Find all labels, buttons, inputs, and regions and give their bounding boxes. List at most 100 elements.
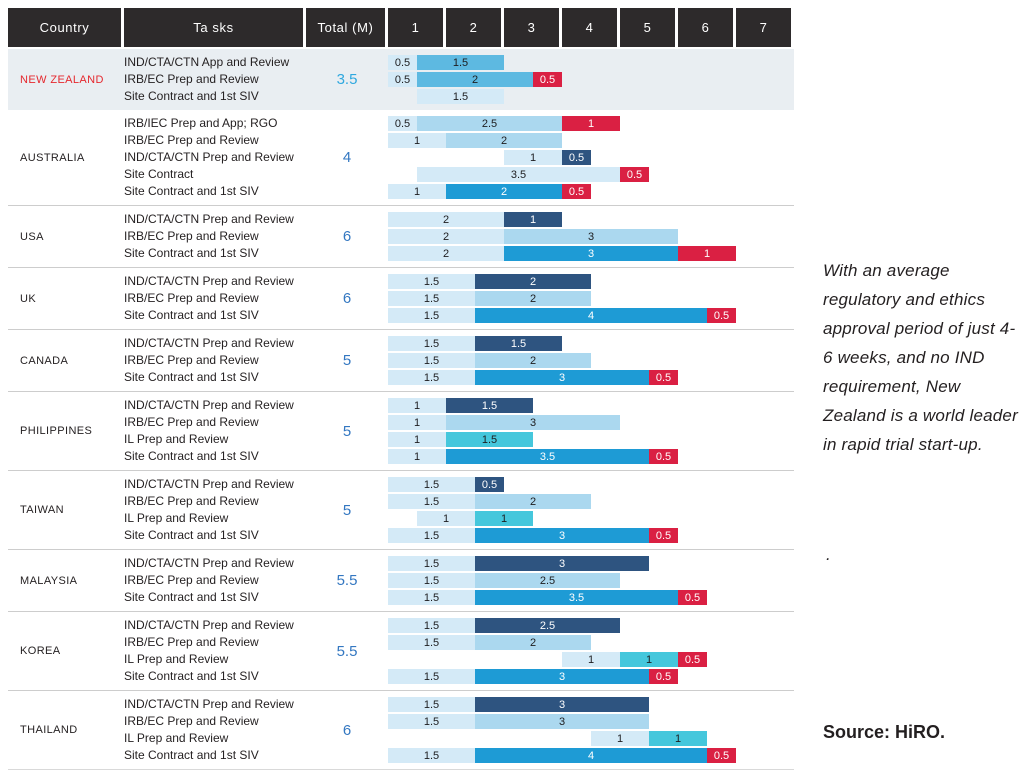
header-cell-month-7: 7 — [736, 8, 791, 47]
task-label: IND/CTA/CTN App and Review — [124, 55, 290, 69]
task-labels: IRB/IEC Prep and App; RGO IRB/EC Prep and… — [124, 115, 306, 200]
gantt-bar-segment: 0.5 — [533, 72, 562, 87]
bar-row: 1.5 3 — [388, 696, 794, 713]
bar-row: 1.5 2.5 — [388, 572, 794, 589]
country-row: USA IND/CTA/CTN Prep and Review IRB/EC Pre… — [8, 205, 794, 267]
task-label: IND/CTA/CTN Prep and Review — [124, 556, 294, 570]
gantt-chart: 1.5 3 1.5 2.5 1.5 3.5 0.5 — [388, 555, 794, 606]
task-label: IRB/EC Prep and Review — [124, 714, 259, 728]
gantt-chart: 1.5 3 1.5 3 1 1 1.5 4 0.5 — [388, 696, 794, 764]
gantt-bar-segment: 1.5 — [417, 89, 504, 104]
country-name: PHILIPPINES — [20, 425, 93, 437]
gantt-bar-segment: 1.5 — [388, 477, 475, 492]
country-name: TAIWAN — [20, 504, 64, 516]
gantt-bar-segment: 1 — [388, 449, 446, 464]
gantt-bar-segment: 1 — [620, 652, 678, 667]
header-cell-month-5: 5 — [620, 8, 675, 47]
gantt-bar-segment: 1.5 — [388, 669, 475, 684]
gantt-bar-segment: 0.5 — [649, 370, 678, 385]
task-label: Site Contract and 1st SIV — [124, 184, 259, 198]
gantt-bar-segment: 3 — [475, 528, 649, 543]
gantt-bar-segment: 1.5 — [388, 697, 475, 712]
gantt-bar-segment: 1.5 — [388, 748, 475, 763]
bar-row: 1.5 2 — [388, 290, 794, 307]
gantt-bar-segment: 3.5 — [446, 449, 649, 464]
task-label: IRB/EC Prep and Review — [124, 353, 259, 367]
bar-row: 1.5 2 — [388, 634, 794, 651]
task-label: Site Contract — [124, 167, 194, 181]
bar-row: 1.5 3.5 0.5 — [388, 589, 794, 606]
gantt-bar-segment: 1 — [417, 511, 475, 526]
bar-row: 1.5 4 0.5 — [388, 747, 794, 764]
table-header: Country Ta sks Total (M) 1 2 3 4 5 6 7 — [8, 8, 794, 47]
task-label: Site Contract and 1st SIV — [124, 528, 259, 542]
task-label: IL Prep and Review — [124, 511, 229, 525]
gantt-bar-segment: 0.5 — [649, 669, 678, 684]
total-value: 6 — [342, 228, 352, 245]
bar-row: 1.5 — [388, 88, 794, 105]
country-name: CANADA — [20, 354, 69, 367]
task-label: Site Contract and 1st SIV — [124, 370, 259, 384]
country-name: KOREA — [20, 645, 61, 657]
total-value: 4 — [342, 149, 352, 166]
header-cell-month-4: 4 — [562, 8, 617, 47]
gantt-bar-segment: 1.5 — [388, 308, 475, 323]
bar-row: 1 3.5 0.5 — [388, 448, 794, 465]
gantt-bar-segment: 1.5 — [388, 618, 475, 633]
gantt-bar-segment: 1 — [562, 652, 620, 667]
gantt-bar-segment: 2.5 — [475, 618, 620, 633]
header-cell-country: Country — [8, 8, 121, 47]
task-label: IND/CTA/CTN Prep and Review — [124, 274, 294, 288]
gantt-bar-segment: 1 — [504, 212, 562, 227]
total-value: 5.5 — [336, 572, 358, 589]
bar-row: 1 1 0.5 — [388, 651, 794, 668]
gantt-bar-segment: 1.5 — [388, 635, 475, 650]
header-cell-month-6: 6 — [678, 8, 733, 47]
gantt-bar-segment: 2 — [475, 274, 591, 289]
country-row: MALAYSIA IND/CTA/CTN Prep and Review IRB/E… — [8, 549, 794, 611]
gantt-bar-segment: 1.5 — [446, 398, 533, 413]
total-value: 3.5 — [336, 71, 358, 88]
gantt-bar-segment: 1 — [388, 398, 446, 413]
source-note: Source: HiRO. — [823, 722, 946, 742]
task-label: Site Contract and 1st SIV — [124, 89, 259, 103]
gantt-bar-segment: 2 — [388, 229, 504, 244]
total-value: 5 — [342, 352, 352, 369]
gantt-bar-segment: 2.5 — [475, 573, 620, 588]
task-label: IND/CTA/CTN Prep and Review — [124, 336, 294, 350]
gantt-bar-segment: 1.5 — [388, 556, 475, 571]
gantt-bar-segment: 0.5 — [678, 652, 707, 667]
task-label: IRB/EC Prep and Review — [124, 133, 259, 147]
bar-row: 1.5 3 — [388, 555, 794, 572]
task-label: IRB/EC Prep and Review — [124, 494, 259, 508]
bar-row: 3.5 0.5 — [388, 166, 794, 183]
gantt-bar-segment: 2 — [475, 291, 591, 306]
country-row: TAIWAN IND/CTA/CTN Prep and Review IRB/EC … — [8, 470, 794, 549]
gantt-bar-segment: 3 — [504, 246, 678, 261]
table-body: NEW ZEALAND IND/CTA/CTN App and Review IRB… — [8, 49, 794, 770]
gantt-bar-segment: 3 — [504, 229, 678, 244]
gantt-bar-segment: 0.5 — [475, 477, 504, 492]
country-name: USA — [20, 230, 44, 243]
gantt-chart: 1.5 2.5 1.5 2 1 1 0.5 1.5 3 0.5 — [388, 617, 794, 685]
task-label: IRB/EC Prep and Review — [124, 415, 259, 429]
task-labels: IND/CTA/CTN Prep and Review IRB/EC Prep a… — [124, 476, 306, 544]
gantt-bar-segment: 1.5 — [388, 274, 475, 289]
task-label: IRB/EC Prep and Review — [124, 573, 259, 587]
gantt-bar-segment: 3 — [475, 697, 649, 712]
country-name: MALAYSIA — [20, 574, 78, 587]
country-name: UK — [20, 292, 37, 305]
gantt-bar-segment: 0.5 — [649, 528, 678, 543]
gantt-bar-segment: 0.5 — [388, 55, 417, 70]
bar-row: 1.5 4 0.5 — [388, 307, 794, 324]
gantt-bar-segment: 0.5 — [388, 72, 417, 87]
gantt-bar-segment: 4 — [475, 308, 707, 323]
task-label: IND/CTA/CTN Prep and Review — [124, 398, 294, 412]
gantt-bar-segment: 3 — [475, 556, 649, 571]
